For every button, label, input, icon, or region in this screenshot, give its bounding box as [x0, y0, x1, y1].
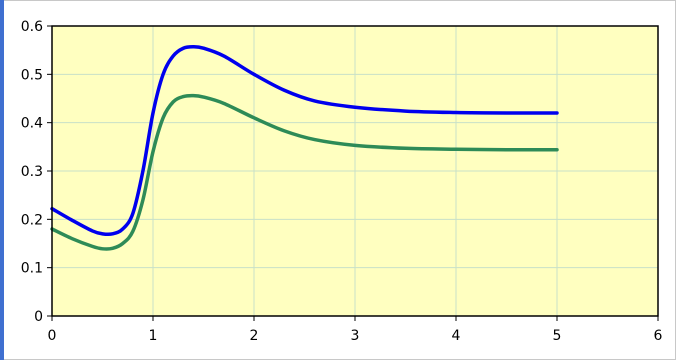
x-tick-label: 1 — [149, 328, 158, 344]
left-accent-bar — [0, 0, 4, 360]
x-tick-label: 4 — [452, 328, 461, 344]
y-tick-label: 0.1 — [21, 261, 43, 277]
series-line-1 — [50, 45, 559, 237]
y-tick-label: 0.3 — [21, 164, 43, 180]
series-line-2 — [50, 93, 559, 251]
x-tick-label: 5 — [553, 328, 562, 344]
plot-frame — [51, 25, 659, 317]
x-tick-label: 6 — [654, 328, 663, 344]
y-tick-label: 0 — [34, 309, 43, 325]
y-tick-label: 0.2 — [21, 212, 43, 228]
y-tick-label: 0.4 — [21, 116, 43, 132]
y-tick-label: 0.5 — [21, 67, 43, 83]
axes — [47, 25, 659, 321]
x-tick-label: 3 — [351, 328, 360, 344]
x-tick-label: 0 — [48, 328, 57, 344]
series-lines — [50, 45, 559, 251]
x-tick-label: 2 — [250, 328, 259, 344]
tick-labels: 0 1 2 3 4 5 6 0 0.1 0.2 0.3 0.4 0.5 0.6 — [21, 19, 663, 344]
y-tick-label: 0.6 — [21, 19, 43, 35]
